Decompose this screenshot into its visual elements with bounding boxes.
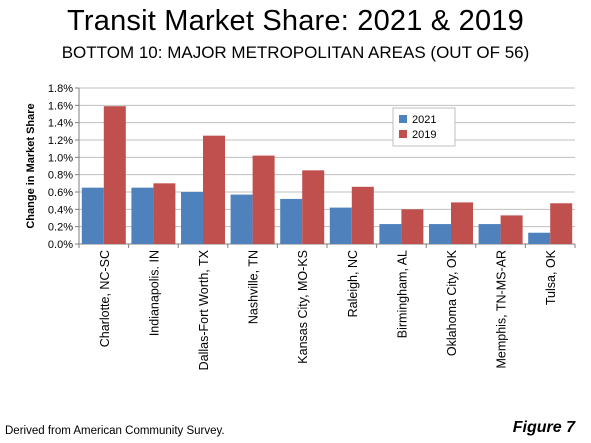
x-category-label: Birmingham, AL [395,250,409,338]
legend-label-2019: 2019 [412,129,436,141]
y-tick-label: 1.6% [48,100,73,112]
x-category-label: Oklahoma City, OK [445,249,459,356]
bar-2021-3 [230,194,253,244]
bar-2021-6 [379,224,402,244]
y-tick-label: 0.8% [48,170,73,182]
bar-2019-4 [302,170,325,244]
legend-swatch-2021 [399,115,407,123]
legend-swatch-2019 [399,130,407,138]
bar-2021-0 [81,187,104,244]
bar-2019-6 [401,209,424,244]
y-tick-label: 0.0% [48,239,73,251]
x-category-label: Indianapolis. IN [147,250,161,336]
bar-2019-2 [203,135,225,244]
x-category-label: Tulsa, OK [544,249,558,305]
bar-2021-8 [478,224,501,244]
bar-2019-9 [550,203,573,244]
y-tick-label: 1.4% [48,118,73,130]
x-category-label: Charlotte, NC-SC [98,250,112,347]
legend-box [392,107,456,147]
chart-title: Transit Market Share: 2021 & 2019 [67,5,524,37]
bar-2021-1 [131,187,154,244]
x-category-label: Dallas-Fort Worth, TX [197,249,211,370]
bar-2021-4 [280,198,303,244]
bar-2019-3 [252,155,275,244]
x-category-label: Kansas City, MO-KS [296,250,310,364]
bar-2019-0 [103,106,126,244]
legend-label-2021: 2021 [412,114,436,126]
bar-2021-2 [181,192,203,244]
y-tick-label: 0.6% [48,187,73,199]
bar-2019-5 [351,186,374,244]
y-tick-label: 0.2% [48,222,73,234]
source-note: Derived from American Community Survey. [5,425,225,437]
bar-2019-7 [451,202,473,244]
figure-label: Figure 7 [512,419,575,436]
bar-2021-5 [329,207,352,244]
bar-2021-9 [528,232,551,244]
y-tick-label: 1.0% [48,152,73,164]
x-category-label: Nashville, TN [247,250,261,324]
bar-2019-1 [153,183,176,244]
bar-2019-8 [500,215,523,244]
y-tick-label: 1.2% [48,135,73,147]
chart-subtitle: BOTTOM 10: MAJOR METROPOLITAN AREAS (OUT… [61,43,530,62]
x-category-label: Raleigh, NC [346,250,360,317]
x-category-label: Memphis, TN-MS-AR [495,250,509,369]
bar-2021-7 [429,224,451,244]
y-tick-label: 0.4% [48,204,73,216]
y-tick-label: 1.8% [48,83,73,95]
y-axis-title: Change in Market Share [25,103,37,228]
